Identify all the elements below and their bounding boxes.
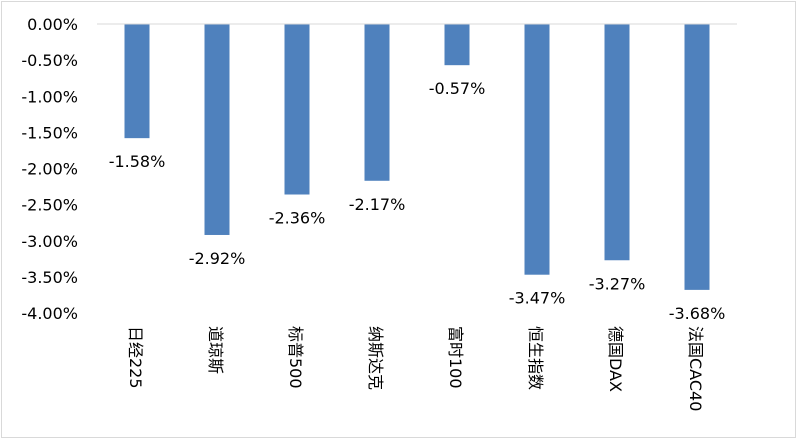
data-label: -2.92% xyxy=(189,249,246,268)
data-label: -2.17% xyxy=(349,195,406,214)
y-tick-label: -0.50% xyxy=(21,51,78,70)
category-label: 德国DAX xyxy=(606,326,625,392)
bar xyxy=(204,24,230,235)
y-tick-label: -1.00% xyxy=(21,87,78,106)
data-label: -2.36% xyxy=(269,209,326,228)
y-tick-label: -2.50% xyxy=(21,196,78,215)
category-label: 纳斯达克 xyxy=(366,326,385,390)
bar xyxy=(124,24,150,139)
data-label: -3.27% xyxy=(589,274,646,293)
category-label: 道琼斯 xyxy=(206,326,225,374)
bar xyxy=(284,24,310,195)
data-label: -3.47% xyxy=(509,289,566,308)
y-tick-label: -3.50% xyxy=(21,268,78,287)
category-label: 日经225 xyxy=(126,326,145,389)
y-tick-label: -2.00% xyxy=(21,160,78,179)
data-label: -3.68% xyxy=(669,304,726,323)
bar xyxy=(684,24,710,290)
bar xyxy=(604,24,630,261)
data-label: -1.58% xyxy=(109,152,166,171)
category-label: 标普500 xyxy=(286,326,305,389)
y-tick-label: 0.00% xyxy=(27,15,78,34)
y-tick-label: -3.00% xyxy=(21,232,78,251)
bar xyxy=(444,24,470,66)
category-label: 法国CAC40 xyxy=(686,326,705,411)
y-tick-label: -1.50% xyxy=(21,123,78,142)
category-label: 富时100 xyxy=(446,326,465,389)
data-label: -0.57% xyxy=(429,79,486,98)
bar xyxy=(524,24,550,275)
category-label: 恒生指数 xyxy=(526,326,545,390)
y-tick-label: -4.00% xyxy=(21,304,78,323)
bar xyxy=(364,24,390,181)
